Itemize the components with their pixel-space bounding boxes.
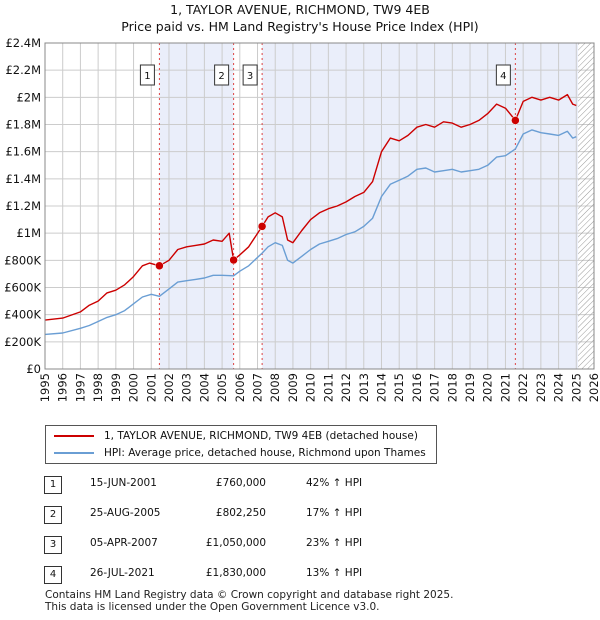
y-tick-label: £1.4M <box>5 172 41 186</box>
x-tick-label: 2017 <box>428 373 442 402</box>
sale-point <box>155 261 164 271</box>
y-tick-label: £0 <box>26 362 41 376</box>
licence-line: This data is licensed under the Open Gov… <box>45 601 380 613</box>
sale-date: 25-AUG-2005 <box>90 507 161 519</box>
sale-number-label: 3 <box>247 71 253 82</box>
legend-label-property: 1, TAYLOR AVENUE, RICHMOND, TW9 4EB (det… <box>104 430 418 442</box>
hpi-line <box>44 129 577 336</box>
sale-hpi-diff: 42% ↑ HPI <box>306 477 363 489</box>
x-tick-label: 1997 <box>73 373 87 402</box>
x-tick-label: 2009 <box>286 373 300 402</box>
y-tick-label: £800K <box>4 253 41 267</box>
y-tick-label: £1M <box>16 226 41 240</box>
sale-number-badge: 1 <box>44 476 62 494</box>
sale-number-box <box>242 64 258 86</box>
y-tick-label: £200K <box>4 335 41 349</box>
sale-number-label: 1 <box>144 71 150 82</box>
x-tick-label: 2018 <box>445 373 459 402</box>
x-tick-label: 1996 <box>56 373 70 402</box>
sale-number-badge: 2 <box>44 506 62 524</box>
sale-number-badge: 4 <box>44 566 62 584</box>
x-tick-label: 2000 <box>127 373 141 402</box>
sale-number-badge: 3 <box>44 536 62 554</box>
sale-price: £760,000 <box>215 477 266 489</box>
sale-row: 1 15-JUN-2001 £760,000 42% ↑ HPI <box>44 474 600 496</box>
y-tick-label: £2.4M <box>5 36 41 50</box>
y-tick-label: £2M <box>16 90 41 104</box>
y-tick-label: £2.2M <box>5 63 41 77</box>
y-tick-label: £600K <box>4 281 41 295</box>
sale-number-box <box>495 64 511 86</box>
x-tick-label: 2014 <box>374 373 388 402</box>
legend-item-hpi: HPI: Average price, detached house, Rich… <box>54 445 426 461</box>
x-tick-label: 2011 <box>321 373 335 402</box>
x-tick-label: 2003 <box>180 373 194 402</box>
sale-number-box <box>214 64 230 86</box>
chart-legend: 1, TAYLOR AVENUE, RICHMOND, TW9 4EB (det… <box>45 425 437 464</box>
x-tick-label: 2012 <box>339 373 353 402</box>
sale-number-label: 4 <box>500 71 506 82</box>
x-tick-label: 2022 <box>516 373 530 402</box>
sale-hpi-diff: 23% ↑ HPI <box>306 537 363 549</box>
y-tick-label: £1.2M <box>5 199 41 213</box>
sale-point <box>229 255 238 265</box>
y-tick-label: £1.6M <box>5 145 41 159</box>
x-tick-label: 1995 <box>38 373 52 402</box>
x-tick-label: 2013 <box>357 373 371 402</box>
legend-item-property: 1, TAYLOR AVENUE, RICHMOND, TW9 4EB (det… <box>54 428 418 444</box>
x-tick-label: 2026 <box>587 373 600 402</box>
sale-row: 3 05-APR-2007 £1,050,000 23% ↑ HPI <box>44 534 600 556</box>
legend-swatch-hpi <box>54 452 94 454</box>
x-tick-label: 2008 <box>268 373 282 402</box>
sale-date: 26-JUL-2021 <box>90 567 155 579</box>
x-tick-label: 2005 <box>215 373 229 402</box>
sale-date: 15-JUN-2001 <box>90 477 157 489</box>
price-chart: 1 2 3 4 £0 £200K £400K £600K £800K £1M £1.2M £1.4M… <box>4 36 600 402</box>
sale-row: 4 26-JUL-2021 £1,830,000 13% ↑ HPI <box>44 564 600 586</box>
plot-frame <box>44 42 595 370</box>
sale-number-label: 2 <box>218 71 224 82</box>
sale-price: £1,830,000 <box>205 567 266 579</box>
x-tick-label: 2016 <box>410 373 424 402</box>
sale-price: £1,050,000 <box>205 537 266 549</box>
x-tick-label: 2010 <box>304 373 318 402</box>
attribution-line: Contains HM Land Registry data © Crown c… <box>45 589 454 601</box>
sale-row: 2 25-AUG-2005 £802,250 17% ↑ HPI <box>44 504 600 526</box>
x-tick-label: 2019 <box>463 373 477 402</box>
sale-point <box>257 222 267 231</box>
y-tick-label: £400K <box>4 308 41 322</box>
legend-label-hpi: HPI: Average price, detached house, Rich… <box>104 447 426 459</box>
property-price-line <box>44 93 577 321</box>
x-tick-label: 2015 <box>392 373 406 402</box>
x-tick-label: 2021 <box>498 373 512 402</box>
x-tick-label: 2020 <box>481 373 495 402</box>
x-tick-label: 2023 <box>534 373 548 402</box>
sale-point <box>511 116 520 125</box>
x-tick-label: 1999 <box>109 373 123 402</box>
chart-title: 1, TAYLOR AVENUE, RICHMOND, TW9 4EB <box>170 2 430 17</box>
legend-swatch-property <box>54 435 94 437</box>
attribution-footer: Contains HM Land Registry data © Crown c… <box>45 589 453 613</box>
x-tick-label: 2025 <box>569 373 583 402</box>
forecast-hatch <box>578 43 594 369</box>
x-tick-label: 2001 <box>144 373 158 402</box>
x-tick-label: 2007 <box>251 373 265 402</box>
y-tick-label: £1.8M <box>5 118 41 132</box>
sale-hpi-diff: 13% ↑ HPI <box>306 567 363 579</box>
sale-price: £802,250 <box>215 507 266 519</box>
sale-hpi-diff: 17% ↑ HPI <box>306 507 363 519</box>
x-tick-label: 2006 <box>233 373 247 402</box>
chart-subtitle: Price paid vs. HM Land Registry's House … <box>121 19 479 34</box>
x-tick-label: 2004 <box>197 373 211 402</box>
x-tick-label: 2024 <box>552 373 566 402</box>
x-tick-label: 2002 <box>162 373 176 402</box>
sale-number-box <box>139 64 155 86</box>
x-tick-label: 1998 <box>91 373 105 402</box>
sale-date: 05-APR-2007 <box>90 537 158 549</box>
